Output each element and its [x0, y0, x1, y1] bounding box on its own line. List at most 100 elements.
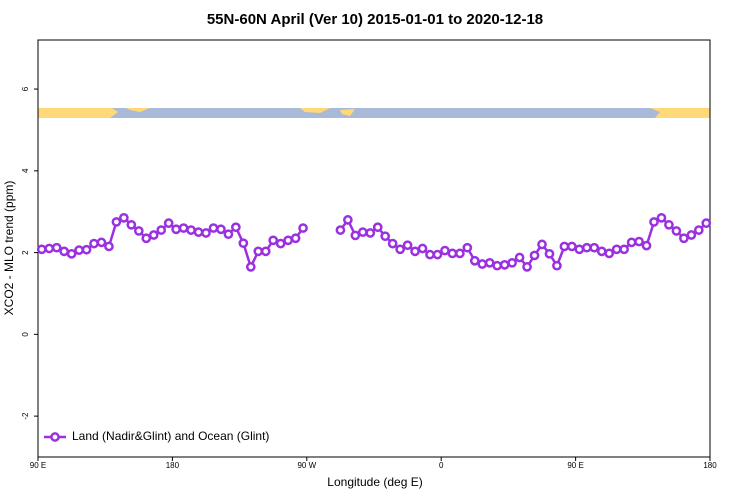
data-point [641, 240, 652, 251]
data-point [156, 225, 167, 235]
data-point [574, 244, 585, 255]
data-point [216, 224, 226, 235]
data-point [44, 243, 55, 254]
data-point [492, 260, 503, 271]
data-point [372, 222, 383, 233]
data-point [111, 217, 122, 227]
data-point [626, 237, 637, 248]
y-tick-label: 2 [21, 250, 30, 255]
data-point [544, 248, 555, 259]
data-point [447, 248, 458, 259]
ocean-patch [650, 108, 710, 118]
data-point [223, 229, 234, 240]
data-point [686, 230, 697, 240]
land-band [38, 108, 710, 118]
y-tick-label: -2 [21, 412, 30, 420]
data-point [619, 244, 629, 255]
plot-frame [37, 39, 711, 458]
data-point [201, 228, 211, 238]
data-point [537, 239, 547, 250]
data-point [260, 246, 271, 257]
data-point [380, 231, 391, 242]
x-tick-label: 90 W [297, 461, 316, 470]
data-point [596, 246, 607, 257]
legend-swatch-marker [50, 432, 60, 442]
x-tick-label: 90 E [567, 461, 583, 470]
x-tick-label: 180 [703, 461, 717, 470]
ocean-patch [300, 108, 355, 116]
data-point [275, 238, 286, 249]
data-point [59, 246, 69, 257]
data-point [186, 225, 196, 235]
data-point [119, 212, 129, 223]
y-tick-label: 6 [21, 86, 30, 91]
data-point [402, 240, 413, 251]
data-point [104, 241, 114, 252]
data-point [81, 244, 92, 255]
data-point [365, 228, 376, 238]
data-point [126, 219, 137, 230]
data-point [410, 246, 420, 257]
data-point [656, 212, 667, 223]
map-strip [38, 108, 710, 118]
data-point [290, 233, 301, 244]
data-point [238, 238, 249, 249]
data-point [701, 218, 712, 229]
data-point [581, 242, 592, 253]
data-point [469, 255, 480, 266]
data-point [679, 233, 689, 244]
data-point [298, 223, 308, 233]
data-point [133, 226, 144, 236]
y-tick-label: 4 [21, 168, 30, 173]
data-point [163, 218, 174, 229]
x-tick-label: 90 E [30, 461, 46, 470]
data-point [507, 257, 517, 268]
data-point [36, 244, 47, 255]
data-point [335, 225, 346, 235]
data-point [664, 219, 674, 230]
data-point [96, 237, 107, 248]
data-point [268, 235, 279, 246]
data-point [74, 245, 84, 255]
data-point [141, 233, 152, 244]
data-point [477, 259, 488, 269]
data-point [51, 242, 62, 253]
ocean-patch [126, 108, 150, 112]
legend-label: Land (Nadir&Glint) and Ocean (Glint) [72, 429, 269, 443]
data-point [357, 227, 368, 237]
data-point [283, 235, 293, 246]
data-point [387, 238, 398, 249]
data-point [245, 262, 256, 272]
data-point [432, 249, 443, 260]
data-point [514, 252, 525, 263]
y-tick-label: 0 [21, 332, 30, 337]
data-point [455, 248, 465, 259]
x-tick-label: 180 [166, 461, 180, 470]
data-point [395, 244, 405, 255]
data-point [567, 241, 577, 252]
data-point [231, 222, 241, 233]
data-point [66, 248, 77, 259]
data-point [343, 215, 353, 225]
data-point [148, 230, 159, 240]
data-point [417, 243, 428, 254]
data-point [178, 223, 189, 233]
data-point [193, 227, 204, 237]
data-point [589, 242, 600, 253]
x-tick-label: 0 [439, 461, 444, 470]
data-point [350, 230, 361, 241]
data-point [484, 257, 495, 268]
data-point [253, 246, 264, 257]
data-point [462, 242, 473, 253]
data-point [171, 224, 181, 235]
data-point [440, 245, 450, 256]
y-axis-label: XCO2 - MLO trend (ppm) [2, 181, 16, 316]
data-point [634, 236, 644, 247]
data-point [604, 248, 615, 259]
chart-title: 55N-60N April (Ver 10) 2015-01-01 to 202… [207, 11, 543, 28]
data-point [425, 249, 435, 260]
ocean-patch [38, 108, 118, 118]
data-point [529, 250, 540, 261]
data-point [208, 223, 219, 233]
